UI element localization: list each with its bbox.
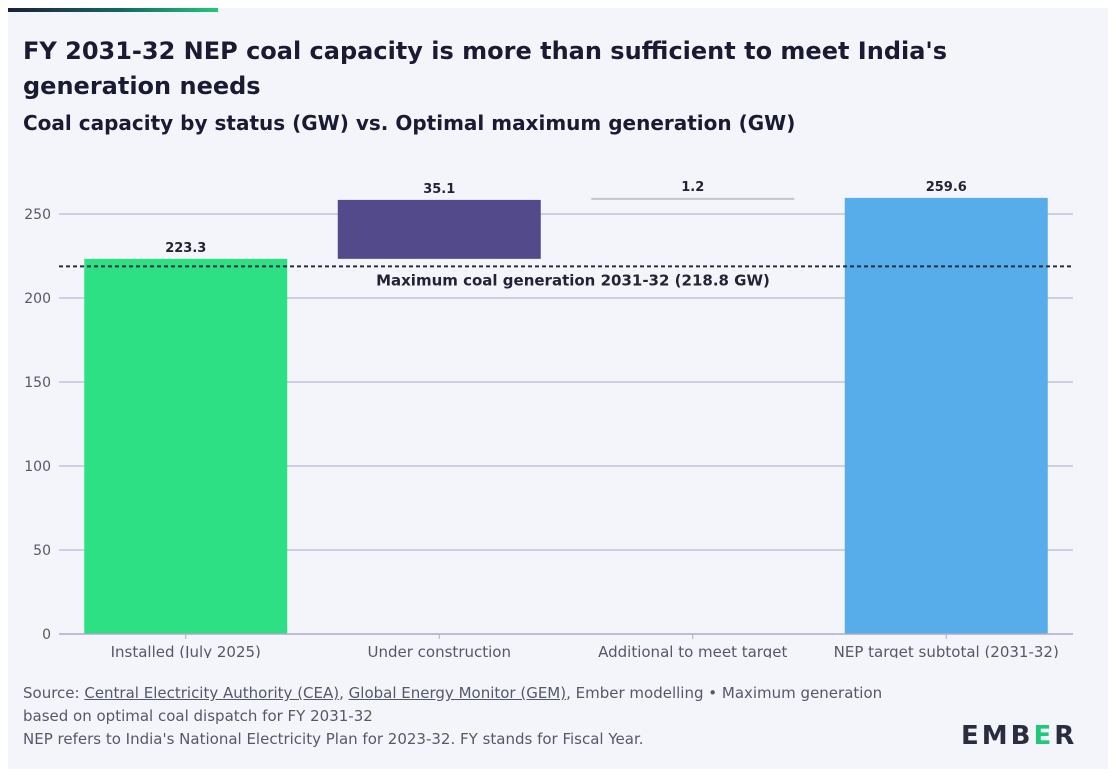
source-link-gem[interactable]: Global Energy Monitor (GEM) <box>348 684 567 702</box>
reference-line-group: Maximum coal generation 2031-32 (218.8 G… <box>59 265 1073 289</box>
bar <box>84 258 288 634</box>
x-tick-label: NEP target subtotal (2031-32) <box>834 643 1059 658</box>
data-label: 223.3 <box>165 241 206 256</box>
source-link-cea[interactable]: Central Electricity Authority (CEA) <box>84 684 340 702</box>
y-tick-label: 0 <box>42 627 51 643</box>
x-axis: Installed (July 2025) Under construction A… <box>59 633 1073 658</box>
data-label: 35.1 <box>423 182 455 197</box>
bar <box>844 197 1048 634</box>
chart-area: 0 50 100 150 200 250 223.3 35.1 1.2 259.6 Maximu… <box>24 180 1073 658</box>
accent-bar <box>8 8 218 12</box>
y-tick-label: 250 <box>24 207 51 223</box>
x-tick-label: Under construction <box>368 643 511 658</box>
source-rest: , Ember modelling • Maximum generation b… <box>23 684 883 725</box>
bar <box>591 197 795 200</box>
y-axis-ticks: 0 50 100 150 200 250 <box>24 207 51 643</box>
data-label: 259.6 <box>926 180 967 195</box>
y-tick-label: 100 <box>24 459 51 475</box>
y-tick-label: 150 <box>24 375 51 391</box>
y-tick-label: 200 <box>24 291 51 307</box>
x-tick-label: Installed (July 2025) <box>111 643 261 658</box>
data-label: 1.2 <box>681 180 704 195</box>
x-tick-label: Additional to meet target <box>598 643 787 658</box>
chart-title: FY 2031-32 NEP coal capacity is more tha… <box>23 37 948 100</box>
source-prefix: Source: <box>23 684 85 702</box>
bars: 223.3 35.1 1.2 259.6 <box>84 180 1048 634</box>
source-line: Source: Central Electricity Authority (C… <box>23 682 903 728</box>
source-separator: , <box>339 684 349 702</box>
chart-card: FY 2031-32 NEP coal capacity is more tha… <box>8 8 1108 769</box>
reference-line-label: Maximum coal generation 2031-32 (218.8 G… <box>376 271 770 289</box>
footnote: NEP refers to India's National Electrici… <box>23 730 644 748</box>
bar <box>337 199 541 259</box>
ember-logo: EMBER <box>961 721 1078 751</box>
y-tick-label: 50 <box>33 543 51 559</box>
footer: Source: Central Electricity Authority (C… <box>23 682 903 751</box>
chart-subtitle: Coal capacity by status (GW) vs. Optimal… <box>23 111 796 135</box>
